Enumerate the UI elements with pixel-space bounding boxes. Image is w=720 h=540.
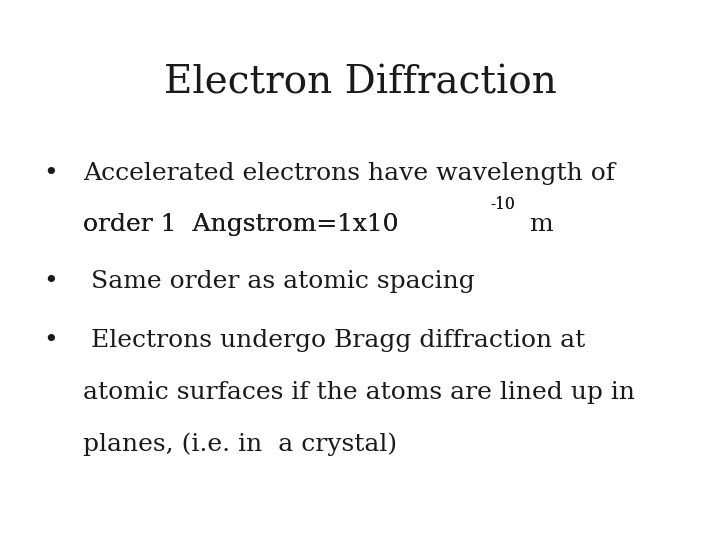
Text: order 1  Angstrom=1x10: order 1 Angstrom=1x10 — [83, 213, 398, 237]
Text: -10: -10 — [490, 196, 515, 213]
Text: •: • — [43, 270, 58, 293]
Text: Same order as atomic spacing: Same order as atomic spacing — [83, 270, 474, 293]
Text: •: • — [43, 329, 58, 353]
Text: •: • — [43, 162, 58, 185]
Text: atomic surfaces if the atoms are lined up in: atomic surfaces if the atoms are lined u… — [83, 381, 635, 404]
Text: -10: -10 — [490, 196, 515, 213]
Text: m: m — [522, 213, 554, 237]
Text: Accelerated electrons have wavelength of: Accelerated electrons have wavelength of — [83, 162, 615, 185]
Text: planes, (i.e. in  a crystal): planes, (i.e. in a crystal) — [83, 432, 397, 456]
Text: Electron Diffraction: Electron Diffraction — [163, 65, 557, 102]
Text: Electrons undergo Bragg diffraction at: Electrons undergo Bragg diffraction at — [83, 329, 585, 353]
Text: order 1  Angstrom=1x10: order 1 Angstrom=1x10 — [83, 213, 398, 237]
